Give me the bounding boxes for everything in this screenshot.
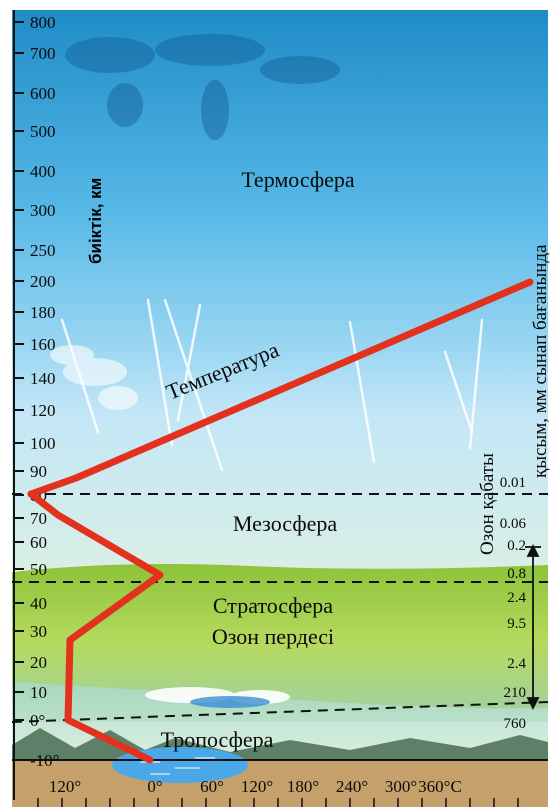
pressure-label: 0.2 [507,538,526,554]
temperature-line-upper [27,278,534,498]
y-axis-title: биіктік, км [86,178,105,264]
stratosphere-region [12,564,548,722]
y-tick-label: 90 [30,462,47,481]
pressure-label: 2.4 [507,656,526,672]
layer-stratosphere: Стратосфера [213,593,333,618]
pressure-label: 0.01 [500,475,526,491]
y-tick-label: 160 [30,335,56,354]
y-tick-label: 70 [30,509,47,528]
y-tick-label: 600 [30,84,56,103]
y-tick-label: 40 [30,594,47,613]
x-tick-label: 240° [336,777,368,796]
sky-region [12,10,548,570]
y-tick-label: 60 [30,533,47,552]
y-tick-marks [14,21,24,761]
x-tick-labels: 120° 0° 60° 120° 180° 240° 300° 360°C [49,777,462,796]
ozone-bracket [525,543,541,711]
pressure-labels: 0.01 0.06 0.2 0.8 2.4 9.5 2.4 210 760 [500,475,527,732]
temperature-line-lower [27,490,164,764]
y-tick-label: 0° [30,711,45,730]
pressure-label: 210 [504,685,527,701]
clouds-upper [50,345,138,410]
y-tick-label: 140 [30,369,56,388]
y-tick-label: 100 [30,434,56,453]
pressure-axis-title: қысым, мм сынап бағанында [530,244,550,478]
x-tick-label: 0° [147,777,162,796]
pressure-label: 9.5 [507,616,526,632]
layer-mesosphere: Мезосфера [233,511,337,536]
y-tick-label: 120 [30,401,56,420]
x-tick-label: 360°C [418,777,462,796]
y-tick-label: 200 [30,272,56,291]
pressure-label: 760 [504,716,527,732]
ozone-layer-title: Озон қабаты [477,453,498,555]
ground [12,760,548,807]
pressure-label: 0.8 [507,566,526,582]
y-tick-label: 10 [30,683,47,702]
y-tick-labels: 800 700 600 500 400 300 250 200 180 160 140 120 100 9… [30,13,59,770]
pressure-label: 2.4 [507,590,526,606]
layer-thermosphere: Термосфера [241,167,355,192]
layer-ozone: Озон пердесі [212,624,334,649]
layer-troposphere: Тропосфера [161,727,274,752]
y-tick-label: 180 [30,303,56,322]
y-tick-label: 30 [30,622,47,641]
y-tick-label: 800 [30,13,56,32]
y-tick-label: 700 [30,44,56,63]
boundaries [11,493,549,723]
x-tick-label: 120° [241,777,273,796]
x-tick-label: 120° [49,777,81,796]
y-tick-label: 20 [30,653,47,672]
pressure-label: 0.06 [500,516,527,532]
y-tick-label: -10° [30,751,59,770]
aurora-patches [65,34,340,140]
y-tick-label: 50 [30,560,47,579]
y-tick-label: 300 [30,201,56,220]
clouds-lower-blue [190,696,270,708]
y-tick-label: 400 [30,162,56,181]
x-tick-marks [37,798,519,807]
x-tick-label: 60° [200,777,224,796]
x-tick-label: 180° [287,777,319,796]
x-tick-label: 300° [385,777,417,796]
y-tick-label: 250 [30,241,56,260]
y-tick-label: 500 [30,122,56,141]
